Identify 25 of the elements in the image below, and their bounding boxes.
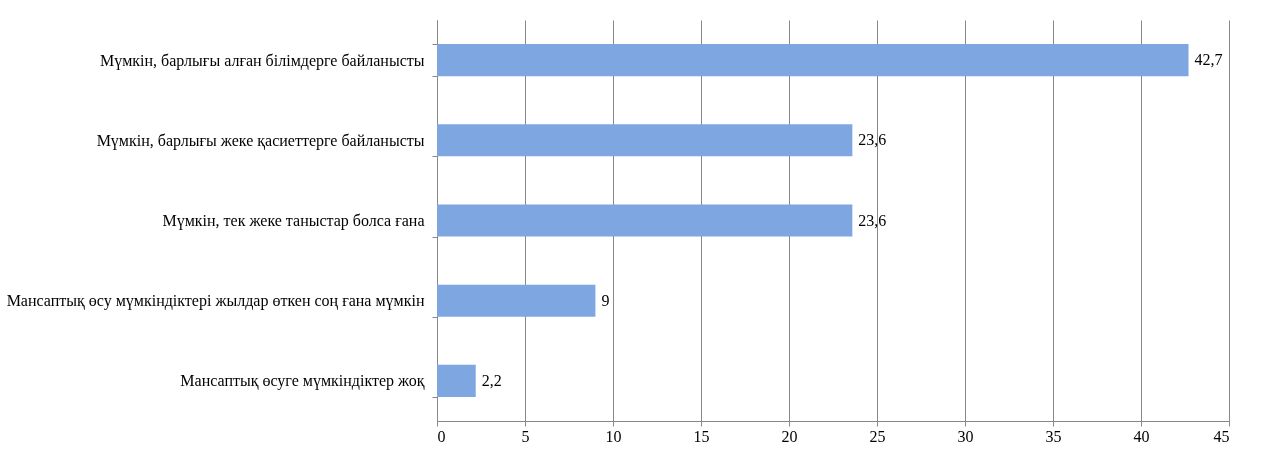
y-tick-label: Мансаптық өсуге мүмкіндіктер жоқ — [180, 372, 425, 391]
data-label: 42,7 — [1194, 51, 1223, 69]
x-tick-label: 10 — [605, 427, 622, 445]
y-tick-label: Мансаптық өсу мүмкіндіктері жылдар өткен соң ғана мүмкін — [6, 292, 425, 311]
bar — [437, 124, 853, 157]
x-tick-label: 40 — [1133, 427, 1150, 445]
data-label: 9 — [601, 291, 610, 309]
x-tick-label: 30 — [957, 427, 974, 445]
bar — [437, 204, 853, 237]
data-label: 2,2 — [481, 371, 502, 389]
x-tick-label: 35 — [1045, 427, 1062, 445]
x-tick-label: 45 — [1213, 427, 1230, 445]
x-tick-label: 20 — [781, 427, 798, 445]
x-tick-label: 0 — [437, 427, 446, 445]
bar — [437, 44, 1189, 77]
bar — [437, 284, 596, 317]
x-tick-label: 5 — [521, 427, 530, 445]
y-tick-label: Мүмкін, тек жеке таныстар болса ғана — [162, 212, 425, 230]
data-label: 23,6 — [858, 131, 887, 149]
y-tick-label: Мүмкін, барлығы жеке қасиеттерге байланысты — [96, 131, 425, 150]
y-tick-label: Мүмкін, барлығы алған білімдерге байланысты — [99, 51, 425, 70]
x-tick-label: 25 — [869, 427, 886, 445]
x-tick-label: 15 — [693, 427, 710, 445]
bar — [437, 364, 476, 397]
data-label: 23,6 — [858, 211, 887, 229]
